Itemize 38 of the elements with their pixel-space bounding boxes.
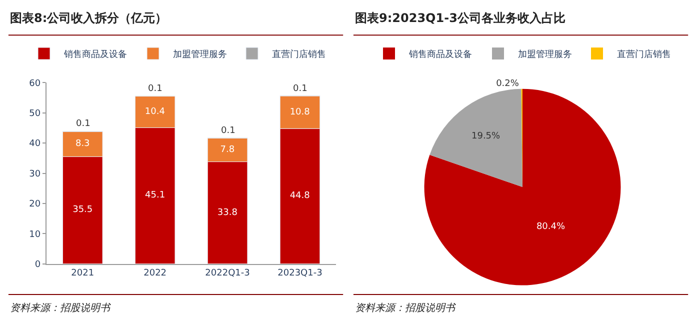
y-tick-label: 10 xyxy=(29,230,41,240)
y-tick-label: 50 xyxy=(29,109,41,120)
x-tick-label: 2023Q1-3 xyxy=(278,268,322,279)
data-label: 0.1 xyxy=(148,84,162,94)
data-label: 44.8 xyxy=(290,191,310,202)
text: 资料来源：招股说明书 xyxy=(10,302,111,314)
data-label: 7.8 xyxy=(220,145,235,155)
data-label: 10.8 xyxy=(290,107,310,118)
pie-slice xyxy=(424,88,621,286)
x-tick-label: 2022 xyxy=(144,268,167,279)
data-label: 19.5% xyxy=(471,131,501,142)
data-label: 45.1 xyxy=(145,190,166,201)
legend-label: 销售商品及设备 xyxy=(408,49,472,60)
chart-title: 图表8:公司收入拆分（亿元） xyxy=(10,11,168,25)
y-tick-label: 40 xyxy=(29,139,41,150)
pie-slice xyxy=(430,88,522,188)
chart-title: 图表9:2023Q1-3公司各业务收入占比 xyxy=(355,11,566,25)
y-tick-label: 0 xyxy=(34,260,41,270)
data-label: 10.4 xyxy=(144,106,166,117)
data-label: 8.3 xyxy=(75,139,90,150)
data-label: 0.2% xyxy=(496,78,520,89)
text: 资料来源：招股说明书 xyxy=(355,302,456,314)
data-label: 35.5 xyxy=(72,205,93,216)
data-label: 33.8 xyxy=(217,208,238,218)
y-tick-label: 30 xyxy=(29,169,41,180)
legend-label: 加盟管理服务 xyxy=(518,49,572,60)
legend-label: 销售商品及设备 xyxy=(63,49,127,60)
legend-label: 直营门店销售 xyxy=(272,49,326,60)
data-label: 80.4% xyxy=(536,222,566,232)
data-label: 0.1 xyxy=(76,119,90,129)
data-label: 0.1 xyxy=(221,126,236,136)
legend-label: 直营门店销售 xyxy=(617,49,671,60)
y-tick-label: 60 xyxy=(29,78,41,89)
y-tick-label: 20 xyxy=(29,200,41,210)
data-label: 0.1 xyxy=(293,84,308,94)
legend-label: 加盟管理服务 xyxy=(173,49,227,60)
x-tick-label: 2022Q1-3 xyxy=(205,268,250,279)
x-tick-label: 2021 xyxy=(71,268,94,279)
